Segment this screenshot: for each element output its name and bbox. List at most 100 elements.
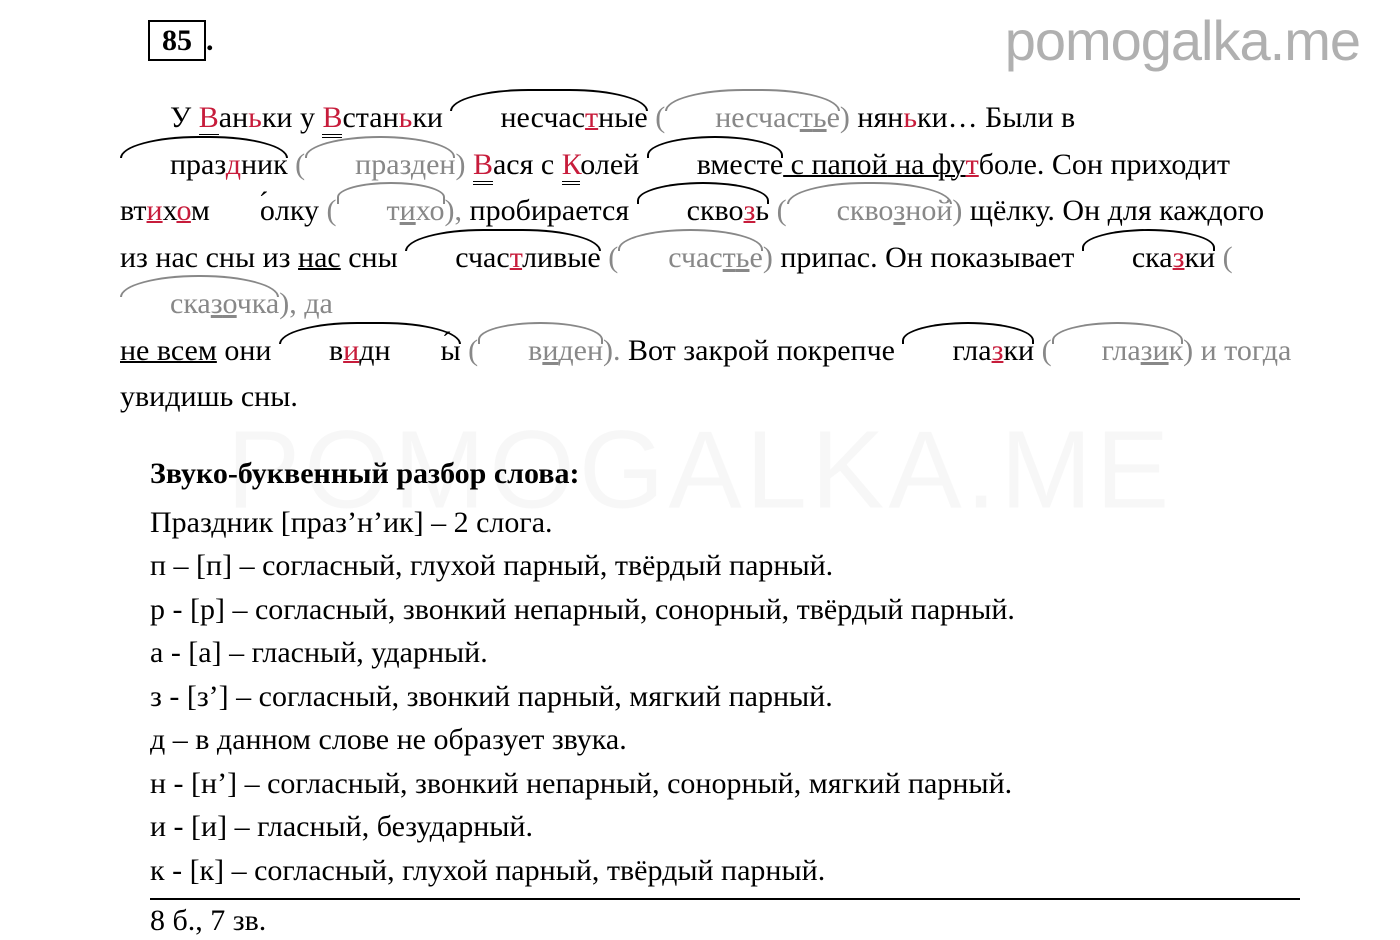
t: ки [412, 101, 450, 134]
hl-soft: ь [399, 101, 413, 134]
t: ливые [522, 241, 601, 274]
arc-check: счастье [618, 235, 763, 282]
t: ася с [493, 148, 562, 181]
t: они [217, 334, 279, 367]
paren: ) [952, 194, 970, 227]
hl: з [992, 334, 1004, 367]
arc-check: празден [305, 142, 455, 189]
t: ные [598, 101, 648, 134]
t: ска [170, 287, 211, 320]
t: т [800, 101, 813, 134]
t: нян [857, 101, 903, 134]
analysis-line: и - [и] – гласный, безударный. [150, 805, 1360, 849]
t: хо [416, 194, 445, 227]
paren: ( [769, 194, 787, 227]
t: олей [580, 148, 646, 181]
t: счас [668, 241, 722, 274]
t: е [827, 101, 840, 134]
hl: з [1173, 241, 1185, 274]
t: дн [359, 334, 390, 367]
exercise-text: У Ваньки у Встаньки несчастные (несчасть… [120, 95, 1320, 421]
t: и [400, 194, 416, 227]
analysis-line: н - [н’] – согласный, звонкий непарный, … [150, 762, 1360, 806]
hl-soft: ь [248, 101, 262, 134]
t: ен [426, 148, 455, 181]
paren: ( [288, 148, 306, 181]
t: лку [275, 194, 319, 227]
arc-word: глазки [902, 328, 1034, 375]
analysis-summary: 8 б., 7 зв. [150, 904, 1360, 938]
t: м [191, 194, 210, 227]
analysis-line: Праздник [праз’н’ик] – 2 слога. [150, 501, 1360, 545]
t: з [1141, 334, 1153, 367]
t: несчас [500, 101, 585, 134]
t: щёлку. Он для каждого [970, 194, 1264, 227]
t: не всем [120, 334, 217, 367]
analysis-line: п – [п] – согласный, глухой парный, твёр… [150, 544, 1360, 588]
t: з [893, 194, 905, 227]
t: стан [342, 101, 398, 134]
t: в [329, 334, 343, 367]
hl-cap: В [473, 148, 493, 185]
t: ан [219, 101, 248, 134]
hl: т [966, 148, 979, 181]
t: пробирается [470, 194, 637, 227]
analysis-line: р - [р] – согласный, звонкий непарный, с… [150, 588, 1360, 632]
arc-check: сказочка [120, 281, 279, 328]
t: припас. Он показывает [780, 241, 1082, 274]
divider [150, 898, 1300, 900]
hl-cap: В [199, 101, 219, 138]
exercise-number: 85 [148, 20, 206, 61]
t: ден [558, 334, 603, 367]
t: ь [813, 101, 827, 134]
t: ной [905, 194, 952, 227]
t: гла [1102, 334, 1141, 367]
t: праз [170, 148, 226, 181]
arc-word: праздник [120, 142, 288, 189]
page: pomogalka.me POMOGALKA.ME 85. У Ваньки у… [0, 0, 1400, 940]
analysis-line: к - [к] – согласный, глухой парный, твёр… [150, 849, 1360, 893]
hl: и [147, 194, 163, 227]
t: ник [241, 148, 288, 181]
analysis-line: а - [а] – гласный, ударный. [150, 631, 1360, 675]
analysis-heading: Звуко-буквенный разбор слова: [150, 457, 1360, 491]
arc-check: глазик [1052, 328, 1184, 375]
paren: ( [648, 101, 666, 134]
hl: о [176, 194, 190, 227]
t: ки… Были в [917, 101, 1075, 134]
hl: и [343, 334, 359, 367]
t: е [749, 241, 762, 274]
arc-word: сказки [1082, 235, 1215, 282]
t: на фу [888, 148, 966, 181]
hl: з [744, 194, 756, 227]
paren: ( [601, 241, 619, 274]
analysis-line: д – в данном слове не образует звука. [150, 718, 1360, 762]
t: увидишь сны. [120, 380, 298, 413]
t: ки [1184, 241, 1215, 274]
arc-check: виден [478, 328, 603, 375]
t: ь [755, 194, 769, 227]
arc-check: несчастье [665, 95, 840, 142]
arc-check: тихо [337, 188, 445, 235]
paren: ) [840, 101, 858, 134]
hl-cap: К [562, 148, 581, 185]
t: ки у [262, 101, 323, 134]
t: Вот закрой покрепче [628, 334, 902, 367]
t: д [411, 148, 426, 181]
t: ь [736, 241, 750, 274]
t: гла [952, 334, 991, 367]
paren: ( [1034, 334, 1052, 367]
t: вт [120, 194, 147, 227]
paren: ) и тогда [1183, 334, 1291, 367]
t: т [723, 241, 736, 274]
arc-word: несчастные [450, 95, 647, 142]
paren: ) [763, 241, 781, 274]
paren: ), да [279, 287, 333, 320]
t: с папой [783, 148, 887, 181]
arc-word: вместе [647, 142, 783, 189]
t: боле. Сон приходит [979, 148, 1230, 181]
arc-word: счастливые [405, 235, 600, 282]
t: сны [341, 241, 406, 274]
t: нас [298, 241, 341, 274]
hl: т [585, 101, 598, 134]
